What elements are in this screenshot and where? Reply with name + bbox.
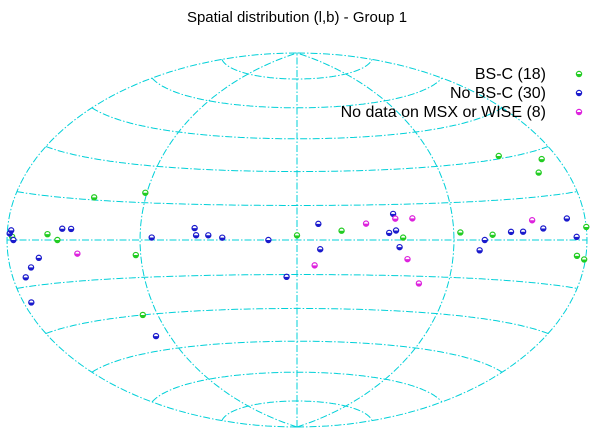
legend-marker (575, 108, 583, 116)
data-point (139, 311, 147, 319)
data-point (580, 256, 588, 263)
data-point (27, 264, 35, 271)
data-point (362, 220, 370, 227)
data-point (583, 223, 590, 231)
grid-parallel (91, 340, 503, 373)
data-point (409, 215, 416, 222)
data-point (35, 254, 43, 262)
data-point (311, 262, 318, 269)
data-point (399, 234, 407, 241)
data-point (389, 210, 397, 218)
data-point (563, 215, 571, 222)
data-point (22, 274, 29, 281)
data-point (191, 224, 198, 232)
chart-title: Spatial distribution (l,b) - Group 1 (187, 9, 407, 26)
data-point (538, 155, 545, 163)
data-point (59, 225, 66, 232)
data-point (265, 236, 272, 244)
data-point (476, 247, 483, 254)
data-point (573, 233, 580, 241)
data-point (132, 251, 140, 259)
data-point (219, 234, 226, 241)
data-point (142, 189, 149, 196)
grid-meridian (6, 52, 298, 428)
legend-label: No data on MSX or WISE (8) (341, 104, 546, 121)
data-point (535, 169, 542, 176)
data-point (293, 232, 301, 239)
data-point (481, 236, 488, 244)
data-point (44, 230, 51, 238)
legend-marker (575, 70, 583, 78)
data-point (385, 229, 393, 237)
data-point (415, 280, 423, 287)
data-point (152, 332, 160, 340)
data-point (205, 232, 212, 239)
data-point (10, 236, 17, 244)
data-point (457, 229, 464, 236)
data-point (74, 250, 81, 257)
data-point (396, 243, 403, 251)
legend-label: No BS-C (30) (450, 85, 546, 102)
data-point (528, 217, 536, 224)
data-point (315, 220, 322, 228)
data-point (192, 232, 200, 239)
data-point (540, 225, 547, 232)
data-points (6, 152, 590, 340)
legend-marker (575, 89, 583, 97)
data-point (495, 152, 502, 160)
data-point (392, 227, 400, 234)
data-point (8, 227, 15, 234)
data-point (54, 236, 61, 244)
data-point (489, 231, 496, 238)
data-point (283, 273, 290, 281)
grid-meridian (296, 52, 455, 428)
legend-label: BS-C (18) (475, 66, 546, 83)
legend: BS-C (18) No BS-C (30) No data on MSX or W… (341, 66, 583, 121)
projection-grid (6, 52, 588, 428)
data-point (28, 299, 35, 306)
data-point (404, 255, 411, 263)
data-point (507, 228, 515, 236)
grid-meridian (139, 52, 298, 428)
data-point (338, 227, 345, 234)
data-point (148, 234, 155, 241)
data-point (90, 194, 98, 201)
data-point (573, 252, 581, 260)
data-point (317, 246, 324, 253)
data-point (67, 225, 75, 233)
data-point (392, 215, 399, 222)
data-point (519, 228, 527, 235)
grid-meridian (296, 52, 588, 428)
